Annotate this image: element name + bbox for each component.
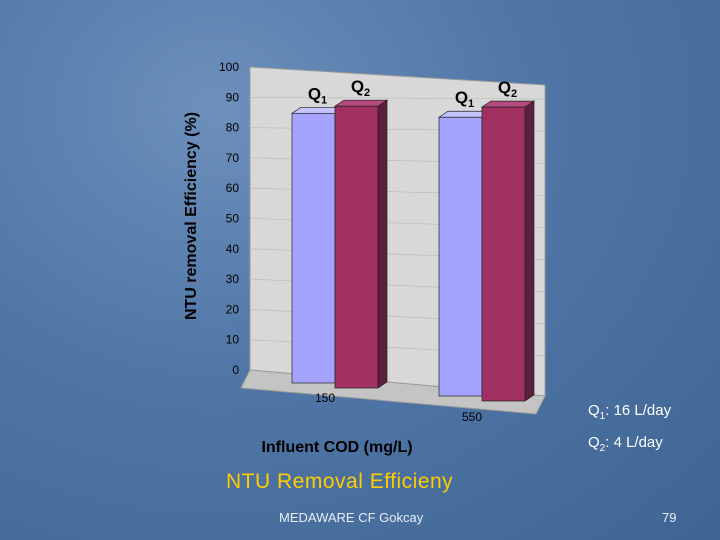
bar-q2-150-top [333,99,389,107]
y-tick-label: 20 [226,302,240,316]
legend-q1-symbol: Q [588,402,600,419]
footer-author: MEDAWARE CF Gokcay [279,510,424,525]
legend-q1-text: : 16 L/day [605,402,672,419]
y-tick-label: 70 [226,151,240,165]
bar-q2-550-side [524,100,535,402]
legend-q1-sub: 1 [599,411,606,422]
y-tick-label: 30 [226,272,240,286]
bar-label-q2: Q2 [498,78,517,100]
bar-q1-550 [438,116,483,397]
bar-q2-550-top [480,100,536,108]
x-tick-label-150: 150 [315,391,335,405]
bar-q2-150 [334,105,379,389]
legend-q2: Q2: 4 L/day [588,434,663,454]
slide-number: 79 [662,510,677,525]
y-tick-label: 100 [219,60,239,74]
legend-q2-text: : 4 L/day [605,434,663,451]
y-tick-label: 60 [226,181,240,195]
x-axis-label: Influent COD (mg/L) [261,439,412,456]
y-tick-label: 40 [226,242,240,256]
bar-q2-550 [481,106,526,402]
y-tick-label: 10 [226,333,240,347]
bar-q2-150-side [377,99,388,389]
y-tick-label: 80 [226,121,240,135]
x-tick-label-550: 550 [462,410,482,424]
y-tick-label: 50 [226,212,240,226]
chart-title: NTU Removal Efficieny [226,470,454,493]
y-tick-label: 0 [232,363,239,377]
legend-q2-symbol: Q [588,434,600,451]
y-tick-label: 90 [226,90,240,104]
gridline [249,97,546,100]
bar-q1-150 [291,112,336,384]
y-axis-label: NTU removal Efficiency (%) [183,112,200,320]
legend-q2-sub: 2 [599,443,606,454]
legend-q1: Q1: 16 L/day [588,402,671,422]
